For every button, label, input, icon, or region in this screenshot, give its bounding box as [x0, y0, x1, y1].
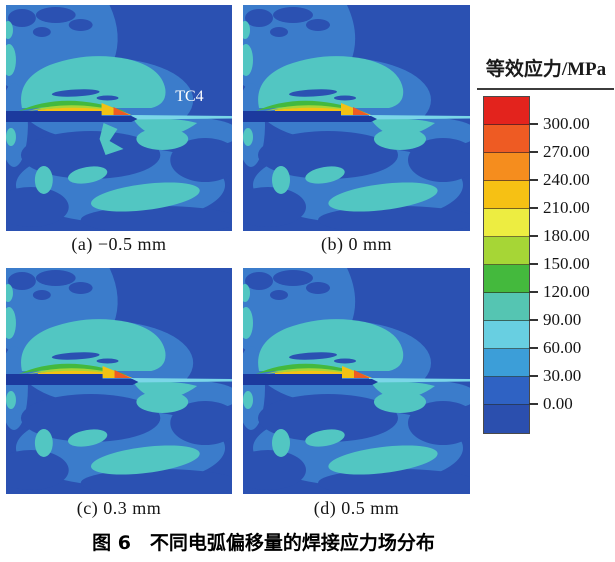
green-stress-band	[256, 100, 365, 112]
contour-panel-c	[6, 268, 232, 494]
weld-plate	[6, 111, 138, 122]
colorbar	[483, 96, 530, 434]
colorbar-tick-label: 150.00	[543, 254, 590, 273]
colorbar-band-7	[484, 293, 529, 321]
contour-panel-b	[243, 5, 470, 231]
colorbar-tick-mark	[529, 123, 538, 125]
panel-label-d: (d) 0.5 mm	[313, 498, 400, 518]
colorbar-title-rule	[477, 88, 614, 90]
panel-label-b: (b) 0 mm	[321, 234, 392, 254]
figure-caption: 图 6 不同电弧偏移量的焊接应力场分布	[92, 532, 435, 554]
stress-contour-plot: TC4	[6, 5, 232, 231]
contour-panel-d	[243, 268, 470, 494]
colorbar-tick-mark	[529, 291, 538, 293]
colorbar-tick-label: 30.00	[543, 366, 582, 385]
colorbar-band-9	[484, 349, 529, 377]
colorbar-tick-mark	[529, 263, 538, 265]
colorbar-band-1	[484, 125, 529, 153]
panel-label-a: (a) −0.5 mm	[71, 234, 167, 254]
stress-contour-plot	[6, 268, 232, 494]
colorbar-tick-label: 90.00	[543, 310, 582, 329]
colorbar-tick-mark	[529, 179, 538, 181]
colorbar-tick-label: 240.00	[543, 170, 590, 189]
colorbar-tick-label: 210.00	[543, 198, 590, 217]
colorbar-band-11	[484, 405, 529, 433]
colorbar-tick-label: 120.00	[543, 282, 590, 301]
colorbar-tick-label: 60.00	[543, 338, 582, 357]
colorbar-tick-label: 300.00	[543, 114, 590, 133]
stress-tail	[131, 115, 232, 120]
stress-contour-plot	[243, 268, 470, 494]
stress-tail	[369, 115, 470, 120]
colorbar-tick-label: 0.00	[543, 394, 573, 413]
colorbar-band-2	[484, 153, 529, 181]
colorbar-band-6	[484, 265, 529, 293]
material-annotation: TC4	[175, 88, 203, 105]
colorbar-title: 等效应力/MPa	[485, 59, 607, 80]
weld-plate	[6, 374, 139, 385]
colorbar-band-0	[484, 97, 529, 125]
stress-tail	[131, 378, 232, 383]
colorbar-tick-mark	[529, 375, 538, 377]
contour-panel-a: TC4	[6, 5, 232, 231]
colorbar-band-8	[484, 321, 529, 349]
panel-label-c: (c) 0.3 mm	[76, 498, 162, 518]
colorbar-band-4	[484, 209, 529, 237]
green-stress-band	[18, 363, 128, 375]
colorbar-tick-mark	[529, 235, 538, 237]
colorbar-tick-mark	[529, 403, 538, 405]
green-stress-band	[18, 100, 128, 112]
colorbar-tick-mark	[529, 347, 538, 349]
colorbar-band-3	[484, 181, 529, 209]
stress-drip	[99, 123, 124, 155]
colorbar-band-10	[484, 377, 529, 405]
colorbar-tick-mark	[529, 319, 538, 321]
colorbar-tick-mark	[529, 151, 538, 153]
colorbar-tick-label: 180.00	[543, 226, 590, 245]
green-stress-band	[256, 363, 365, 375]
colorbar-tick-mark	[529, 207, 538, 209]
colorbar-tick-label: 270.00	[543, 142, 590, 161]
stress-tail	[369, 378, 470, 383]
stress-contour-plot	[243, 5, 470, 231]
weld-plate	[243, 374, 378, 385]
weld-plate	[243, 111, 377, 122]
colorbar-band-5	[484, 237, 529, 265]
